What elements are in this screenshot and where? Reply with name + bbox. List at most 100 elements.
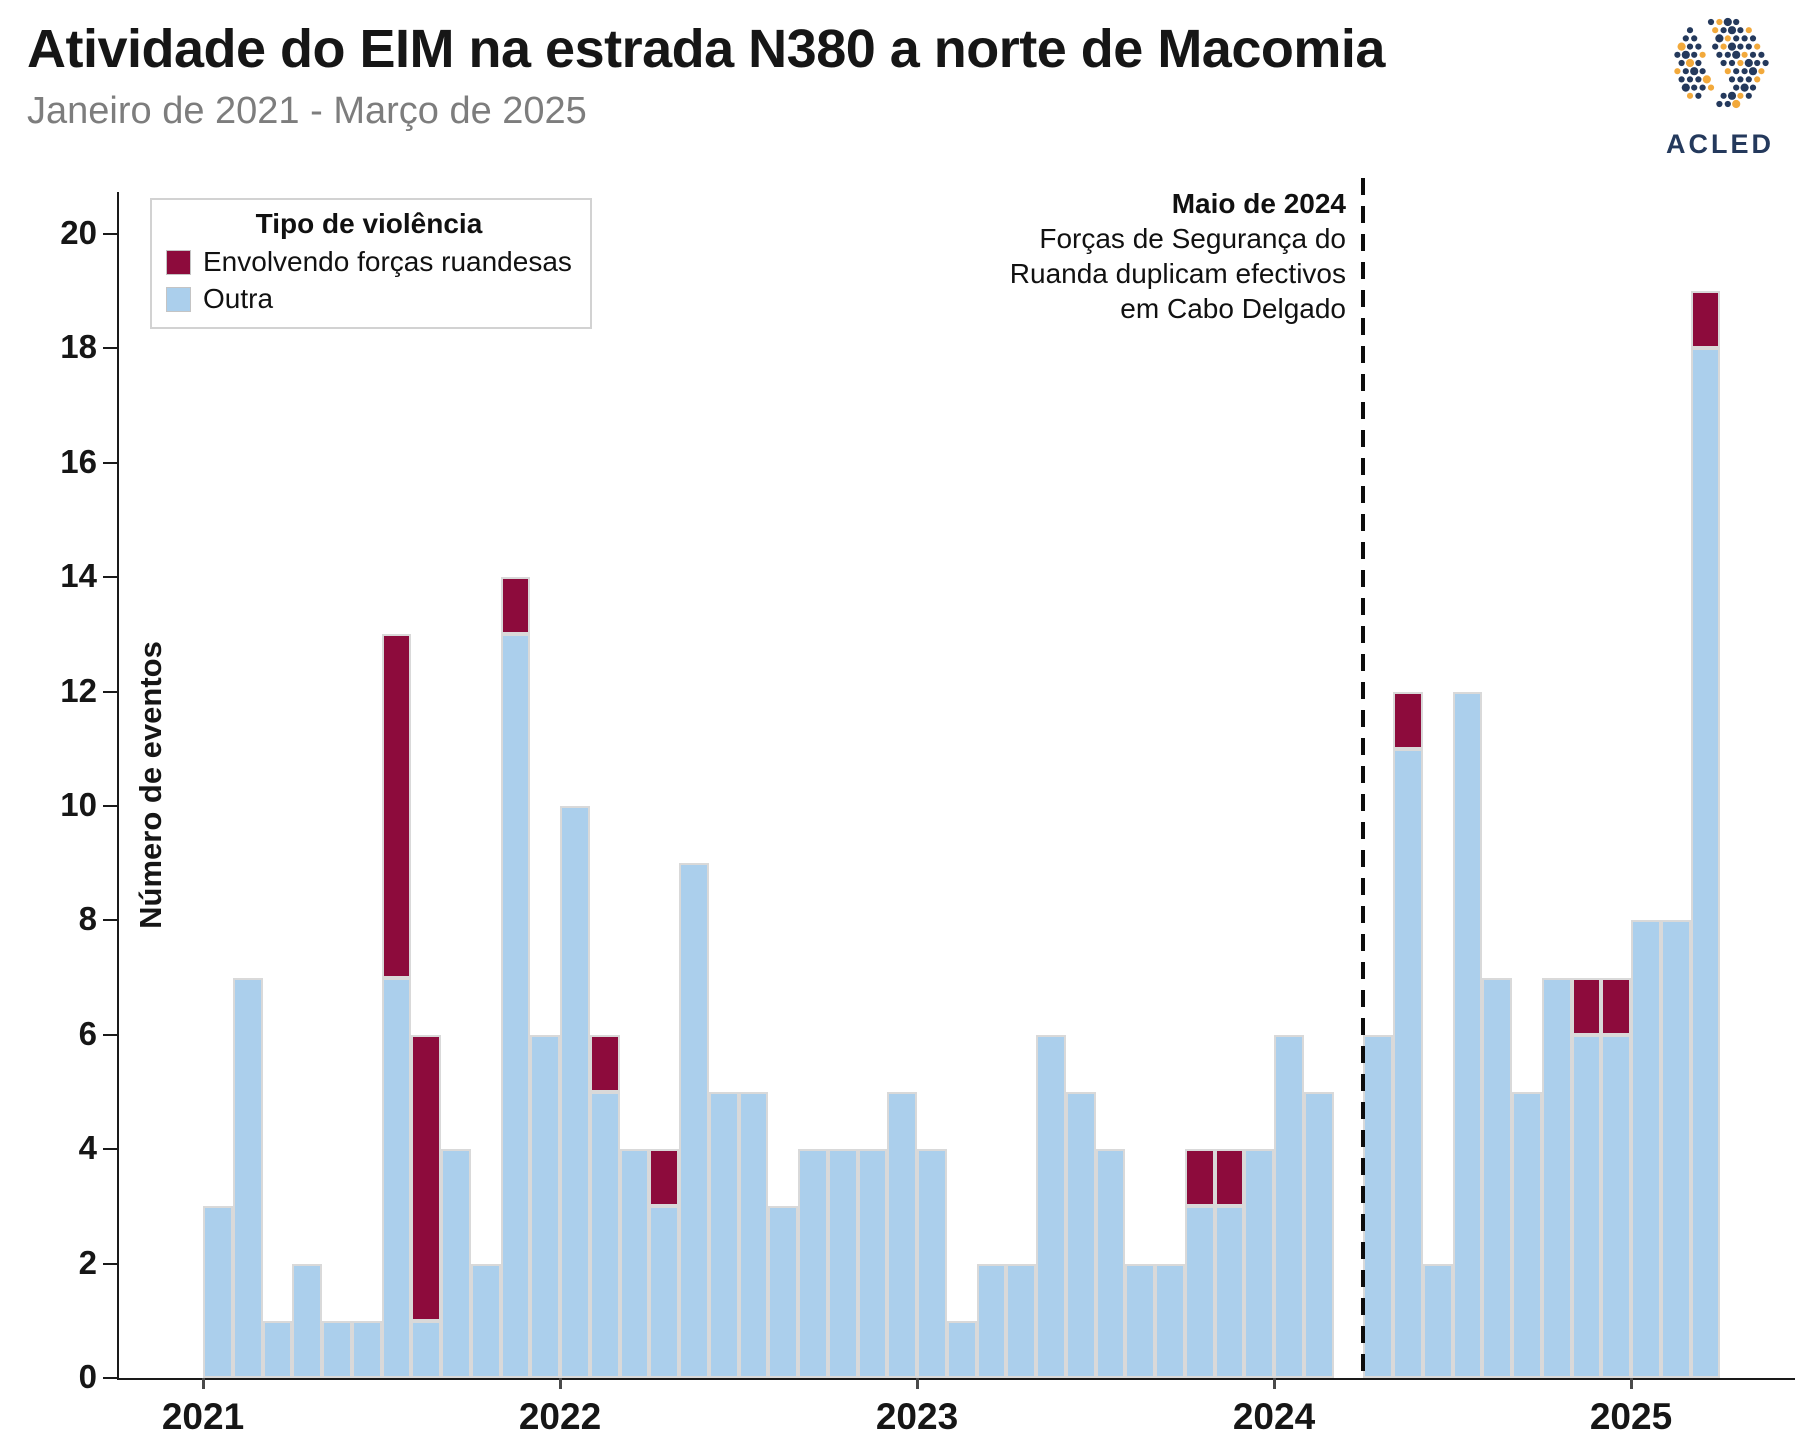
segment-outra [1601,1034,1631,1378]
segment-outra [738,1092,769,1378]
y-tick-label: 6 [78,1014,97,1052]
segment-outra [649,1206,679,1378]
bar-ago-2022 [768,192,798,1378]
bar-ago-2024 [1482,192,1512,1378]
bar-jan-2024 [1274,192,1304,1378]
bar-fev-2021 [232,192,263,1378]
y-tick-label: 0 [78,1358,97,1395]
segment-outra [560,806,590,1378]
legend-title: Tipo de violência [255,208,483,239]
annotation-title: Maio de 2024 [1171,188,1346,219]
annotation-may-2024: Maio de 2024 Forças de Segurança do Ruan… [780,186,1346,326]
segment-outra [708,1092,739,1378]
bar-set-2021 [441,192,471,1378]
bar-fev-2022 [589,192,620,1378]
segment-ruandesas [1601,977,1631,1035]
segment-ruandesas [1393,691,1423,749]
y-tick-label: 14 [60,557,97,595]
bar-mai-2023 [1036,192,1066,1378]
bar-jul-2022 [738,192,769,1378]
acled-logo: ACLED [1650,16,1790,160]
segment-ruandesas [649,1149,679,1207]
y-tick-label: 2 [78,1243,97,1281]
annotation-line: Ruanda duplicam efectivos [1009,258,1346,289]
segment-outra [232,977,263,1378]
page-subtitle: Janeiro de 2021 - Março de 2025 [27,90,587,132]
segment-outra [1036,1034,1066,1378]
segment-outra [1065,1092,1096,1378]
segment-outra [203,1206,233,1378]
legend-swatch-outra-icon [166,286,191,312]
y-tick-label: 18 [60,328,97,366]
y-tick [103,1377,117,1379]
segment-ruandesas [500,577,531,635]
segment-ruandesas [1184,1149,1215,1207]
bar-ago-2023 [1125,192,1155,1378]
annotation-line: Forças de Segurança do [1039,223,1346,254]
bar-jun-2023 [1065,192,1096,1378]
y-tick [103,233,117,235]
segment-outra [530,1034,560,1378]
segment-outra [1125,1263,1155,1378]
page-title: Atividade do EIM na estrada N380 a norte… [27,19,1385,79]
y-tick-label: 10 [60,786,97,823]
legend-label-ruandesas: Envolvendo forças ruandesas [203,246,572,277]
x-tick-label-2022: 2022 [518,1396,602,1437]
x-tick-label-2025: 2025 [1589,1396,1673,1437]
bar-fev-2023 [946,192,977,1378]
bar-nov-2024 [1571,192,1602,1378]
x-tick-label-2023: 2023 [875,1396,959,1437]
bar-jun-2022 [708,192,739,1378]
segment-outra [887,1092,917,1378]
bar-jan-2023 [917,192,947,1378]
segment-outra [1274,1034,1304,1378]
segment-outra [1512,1092,1542,1378]
segment-outra [1006,1263,1036,1378]
x-tick-label-2024: 2024 [1232,1396,1316,1437]
segment-outra [768,1206,798,1378]
bar-abr-2021 [292,192,322,1378]
bar-abr-2023 [1006,192,1036,1378]
segment-outra [322,1320,352,1378]
bar-mar-2021 [262,192,293,1378]
legend-item-ruandesas: Envolvendo forças ruandesas [166,246,572,278]
segment-outra [470,1263,501,1378]
bar-mai-2024 [1393,192,1423,1378]
segment-outra [976,1263,1007,1378]
bar-jun-2024 [1422,192,1453,1378]
bar-jan-2022 [560,192,590,1378]
segment-ruandesas [1214,1149,1245,1207]
segment-outra [619,1149,650,1378]
segment-outra [1214,1206,1245,1378]
segment-ruandesas [1571,977,1602,1035]
segment-outra [798,1149,828,1378]
bar-mar-2022 [619,192,650,1378]
bar-mai-2022 [679,192,709,1378]
bar-jun-2021 [351,192,382,1378]
segment-outra [381,977,412,1378]
acled-logo-text: ACLED [1666,129,1774,159]
y-tick [103,1148,117,1151]
segment-outra [1482,977,1512,1378]
segment-outra [262,1320,293,1378]
legend: Tipo de violência Envolvendo forças ruan… [150,198,592,329]
y-tick [103,461,117,464]
segment-outra [1571,1034,1602,1378]
x-tick [201,1378,205,1389]
segment-ruandesas [589,1034,620,1092]
segment-ruandesas [1690,291,1721,349]
x-tick [915,1378,919,1389]
bar-abr-2022 [649,192,679,1378]
segment-outra [589,1092,620,1378]
event-dashed-line [1361,178,1366,1378]
segment-outra [441,1149,471,1378]
bar-mar-2024 [1334,192,1364,1378]
bar-abr-2024 [1363,192,1393,1378]
bar-out-2022 [827,192,858,1378]
y-axis-title: Número de eventos [133,641,168,929]
bar-fev-2024 [1303,192,1334,1378]
plot-area: Número de eventos 0 2 4 6 8 10 12 14 16 18 20 2021 2… [60,178,1795,1437]
x-tick [1272,1378,1276,1389]
x-tick [558,1378,562,1389]
